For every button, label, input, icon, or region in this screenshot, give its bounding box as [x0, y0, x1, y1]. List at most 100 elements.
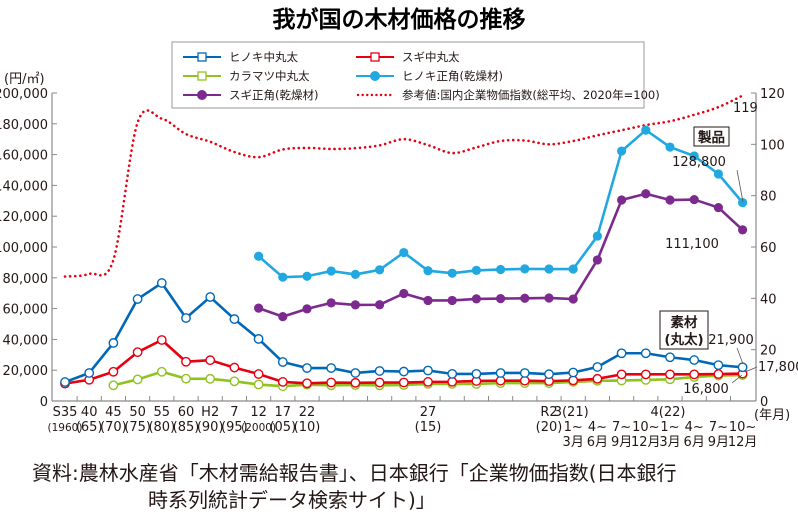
y-tick-label-left: 160,000 — [0, 149, 48, 164]
x-tick-label: 12 — [250, 405, 267, 420]
box-logs-label-1: 素材 — [671, 314, 699, 331]
x-tick-label: 60 — [178, 405, 195, 420]
x-tick-label-month: 9月 — [611, 435, 632, 450]
data-point — [689, 369, 700, 380]
data-point — [302, 378, 312, 389]
data-point — [326, 266, 336, 276]
x-tick-label-quarter: 1~ — [564, 420, 583, 435]
data-point — [254, 303, 264, 313]
x-tick-label-year: (95) — [221, 420, 248, 435]
data-point — [423, 295, 433, 306]
y-tick-label-right: 120 — [760, 87, 785, 102]
data-point — [132, 347, 143, 358]
data-point — [592, 255, 603, 265]
x-tick-label-year: (2000) — [241, 422, 276, 434]
y-axis-unit-left: (円/㎡) — [4, 72, 45, 87]
x-tick-label-year: (1960) — [48, 422, 83, 434]
x-tick-label-month: 9月 — [708, 435, 729, 450]
y-tick-label-left: 140,000 — [0, 179, 48, 194]
data-point — [350, 377, 361, 388]
x-tick-label: 22 — [299, 405, 316, 420]
data-point — [689, 355, 700, 365]
data-point — [229, 376, 240, 387]
data-point — [350, 300, 360, 310]
box-products-frame — [693, 126, 730, 147]
data-point — [132, 374, 143, 385]
legend-label: 参考値:国内企業物価指数(総平均、2020年=100) — [402, 88, 660, 102]
x-tick-label-year: (15) — [415, 420, 442, 435]
data-point — [254, 251, 264, 261]
x-tick-label: 27 — [420, 405, 437, 420]
axes: 0 20,000 40,000 60,000 80,000 100,000 120,000 1… — [0, 87, 785, 450]
data-point — [471, 294, 481, 304]
data-point — [375, 265, 385, 275]
data-point — [205, 373, 216, 384]
data-point — [520, 264, 530, 274]
data-point — [592, 231, 603, 241]
x-tick-label-month: 6月 — [684, 435, 705, 450]
leader-sugi-log — [744, 366, 758, 373]
legend-marker — [197, 90, 207, 100]
data-point — [277, 357, 288, 367]
data-point — [205, 355, 216, 366]
box-logs-label-2: (丸太) — [664, 331, 703, 348]
x-tick-label: 55 — [154, 405, 171, 420]
source-note: 資料:農林水産省「木材需給報告書」、日本銀行「企業物価指数(日本銀行 時系列統計… — [32, 460, 792, 514]
data-point — [713, 169, 724, 179]
data-point — [568, 367, 579, 378]
box-products-label: 製品 — [697, 129, 725, 146]
x-tick-label: H2 — [201, 405, 219, 420]
y-tick-label-right: 40 — [760, 292, 777, 307]
x-tick-label-quarter: 4~ — [685, 420, 704, 435]
data-point — [302, 304, 312, 314]
data-point — [181, 356, 191, 367]
data-point — [665, 369, 675, 380]
legend-label: スギ正角(乾燥材) — [229, 88, 318, 102]
data-point — [181, 373, 191, 384]
data-point — [689, 151, 699, 161]
data-point — [84, 368, 95, 378]
data-point — [665, 195, 675, 205]
data-point — [423, 377, 433, 387]
data-point — [592, 373, 603, 384]
data-point — [60, 377, 70, 387]
x-tick-label-year: (75) — [124, 420, 151, 435]
data-point — [132, 294, 143, 304]
x-tick-label: 17 — [275, 405, 292, 420]
legend-label: ヒノキ正角(乾燥材) — [402, 69, 503, 83]
data-point — [156, 335, 167, 345]
data-point — [665, 352, 675, 363]
data-point — [665, 142, 675, 152]
data-point — [495, 368, 506, 378]
x-tick-label: 40 — [81, 405, 98, 420]
data-point — [375, 300, 385, 310]
data-point — [568, 375, 579, 386]
leader-hinoki-sq — [736, 169, 744, 203]
data-point — [544, 264, 554, 274]
data-point — [471, 368, 482, 379]
x-tick-label-month: 3月 — [659, 435, 680, 450]
legend-item: ヒノキ中丸太 — [183, 50, 298, 64]
source-line-2: 時系列統計データ検索サイト)」 — [148, 488, 436, 512]
legend-label: スギ中丸太 — [402, 50, 460, 64]
y-tick-label-left: 60,000 — [3, 303, 49, 318]
data-point — [205, 292, 216, 302]
label-hinoki-sq-end: 128,800 — [672, 155, 726, 170]
data-point — [350, 368, 361, 378]
data-point — [278, 272, 288, 282]
data-point — [277, 377, 288, 387]
data-point — [350, 269, 360, 280]
data-point — [156, 366, 167, 377]
legend-marker — [197, 52, 207, 62]
series-line-index — [63, 94, 744, 278]
data-point — [713, 369, 724, 379]
legend-item: ヒノキ正角(乾燥材) — [356, 69, 503, 83]
legend-label: カラマツ中丸太 — [229, 69, 310, 83]
x-tick-label-month: 6月 — [587, 435, 608, 450]
legend-marker — [370, 52, 380, 62]
data-point — [399, 247, 409, 258]
data-point — [398, 366, 409, 377]
y-tick-label-left: 40,000 — [3, 333, 49, 348]
data-point — [689, 194, 699, 205]
data-point — [326, 363, 337, 373]
